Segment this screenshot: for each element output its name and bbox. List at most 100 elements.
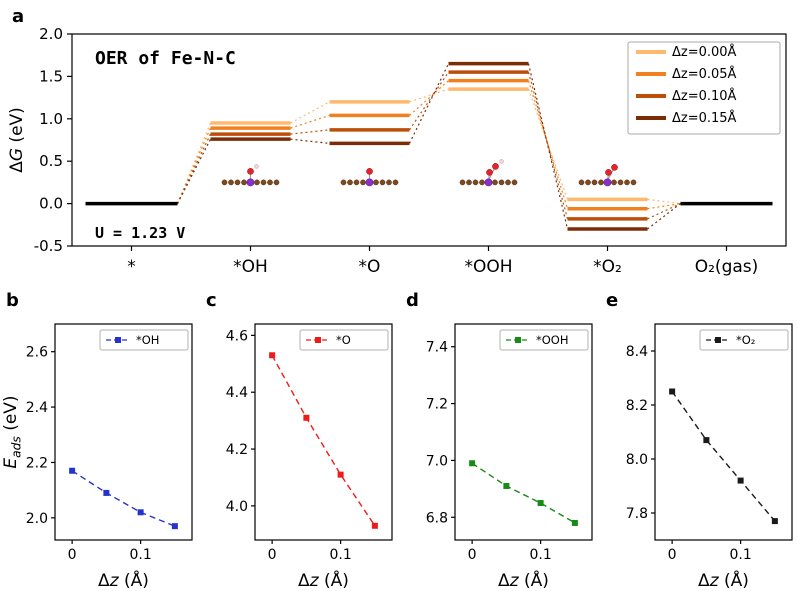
- x-tick-label: 0: [268, 547, 277, 563]
- category-label: *: [127, 257, 136, 277]
- series-levels-2: [210, 70, 648, 221]
- y-tick-label: 2.2: [26, 455, 48, 471]
- x-tick-label: 0.1: [129, 547, 151, 563]
- y-tick-label: 2.6: [26, 345, 48, 361]
- y-tick-label: 7.8: [626, 506, 648, 522]
- potential-annotation: U = 1.23 V: [95, 224, 185, 242]
- data-markers: [469, 460, 578, 526]
- x-tick-label: 0.1: [729, 547, 751, 563]
- y-axis-ticks: 6.8 7.0 7.2 7.4: [426, 340, 455, 526]
- category-label: *O: [359, 257, 381, 277]
- legend: *O₂: [699, 329, 789, 351]
- x-axis-label: Δz (Å): [498, 569, 549, 591]
- molecule-inset-ooh: [459, 159, 518, 187]
- legend: *OOH: [499, 329, 589, 351]
- panel-letter: c: [206, 290, 217, 311]
- panel-letter: d: [406, 290, 419, 311]
- panel-letter: e: [606, 290, 618, 311]
- x-tick-label: 0: [468, 547, 477, 563]
- category-label: *OOH: [464, 257, 512, 277]
- molecule-inset-o2: [578, 164, 637, 187]
- x-axis-ticks: 0 0.1: [268, 540, 352, 563]
- legend-label: Δz=0.05Å: [672, 66, 737, 82]
- x-tick-label: 0: [68, 547, 77, 563]
- adsorption-energy-panels: 2.0 2.2 2.4 2.6 0 0.1 *OH Δz (Å) Eads (eV) b 4.0 4…: [0, 288, 800, 603]
- data-line: [471, 462, 576, 524]
- axes-frame: [54, 323, 193, 541]
- molecule-inset-o: [340, 168, 399, 187]
- y-tick-label: 7.0: [426, 453, 448, 469]
- y-tick-label: 2.4: [26, 400, 48, 416]
- x-axis-ticks: * *OH *O *OOH *O₂ O₂(gas): [127, 246, 758, 277]
- axes-frame: [654, 323, 793, 541]
- category-label: O₂(gas): [695, 257, 759, 277]
- data-line: [71, 470, 176, 527]
- y-tick-label: 4.4: [226, 385, 248, 401]
- legend: *OH: [99, 329, 189, 351]
- y-tick-label: 0.5: [39, 152, 63, 170]
- chart-title: OER of Fe-N-C: [95, 48, 236, 69]
- y-tick-label: 1.0: [39, 110, 63, 128]
- legend-label: *O: [336, 333, 351, 347]
- category-label: *O₂: [593, 257, 622, 277]
- y-tick-label: 4.6: [226, 328, 248, 344]
- x-axis-label: Δz (Å): [98, 569, 149, 591]
- series-connectors-0: [176, 88, 681, 205]
- y-axis-label: ΔG (eV): [7, 107, 27, 173]
- data-markers: [69, 467, 178, 530]
- y-tick-label: 6.8: [426, 510, 448, 526]
- panel-letter: b: [6, 290, 19, 311]
- x-axis-label: Δz (Å): [698, 569, 749, 591]
- data-line: [671, 391, 776, 522]
- data-markers: [669, 388, 778, 525]
- y-axis-ticks: 2.0 2.2 2.4 2.6: [26, 345, 55, 527]
- legend-label: Δz=0.00Å: [672, 44, 737, 60]
- y-tick-label: 8.0: [626, 452, 648, 468]
- panel-a-free-energy-diagram: -0.5 0.0 0.5 1.0 1.5 2.0 * *OH *O *OOH *O₂ O₂(gas) Δ…: [7, 6, 787, 277]
- x-tick-label: 0: [668, 547, 677, 563]
- y-tick-label: 7.4: [426, 340, 448, 356]
- panel-c-o-adsorption-chart: 4.04.24.44.60 0.1*OΔz (Å)c: [206, 290, 393, 591]
- y-axis-ticks: -0.5 0.0 0.5 1.0 1.5 2.0: [34, 25, 72, 255]
- y-tick-label: 7.2: [426, 397, 448, 413]
- series-levels-3: [210, 61, 648, 231]
- y-tick-label: 2.0: [39, 25, 63, 43]
- y-tick-label: 8.4: [626, 344, 648, 360]
- x-axis-ticks: 0 0.1: [68, 540, 152, 563]
- data-line: [271, 354, 376, 527]
- legend-label: *O₂: [736, 333, 755, 347]
- series-levels-0: [210, 87, 648, 202]
- legend-label: Δz=0.15Å: [672, 110, 737, 126]
- legend-label: *OH: [136, 333, 159, 347]
- series-connectors-1: [176, 80, 681, 210]
- axes-frame: [71, 33, 787, 247]
- x-axis-ticks: 0 0.1: [468, 540, 552, 563]
- series-levels-1: [210, 78, 648, 211]
- x-axis-label: Δz (Å): [298, 569, 349, 591]
- y-tick-label: 4.2: [226, 442, 248, 458]
- series-connectors-3: [176, 63, 681, 230]
- y-axis-ticks: 7.8 8.0 8.2 8.4: [626, 344, 655, 522]
- x-tick-label: 0.1: [329, 547, 351, 563]
- y-tick-label: 2.0: [26, 511, 48, 527]
- y-tick-label: 1.5: [39, 67, 63, 85]
- legend-label: Δz=0.10Å: [672, 88, 737, 104]
- y-axis-label: Eads (eV): [1, 395, 23, 468]
- axes-frame: [254, 323, 393, 541]
- molecule-inset-oh: [221, 164, 280, 187]
- y-tick-label: 4.0: [226, 499, 248, 515]
- panel-letter: a: [12, 6, 24, 27]
- y-tick-label: 8.2: [626, 398, 648, 414]
- series-connectors-2: [176, 71, 681, 220]
- y-axis-ticks: 4.0 4.2 4.4 4.6: [226, 328, 255, 515]
- x-tick-label: 0.1: [529, 547, 551, 563]
- legend: *O: [299, 329, 389, 351]
- y-tick-label: -0.5: [34, 237, 63, 255]
- y-tick-label: 0.0: [39, 195, 63, 213]
- x-axis-ticks: 0 0.1: [668, 540, 752, 563]
- legend: Δz=0.00Å Δz=0.05Å Δz=0.10Å Δz=0.15Å: [627, 41, 781, 135]
